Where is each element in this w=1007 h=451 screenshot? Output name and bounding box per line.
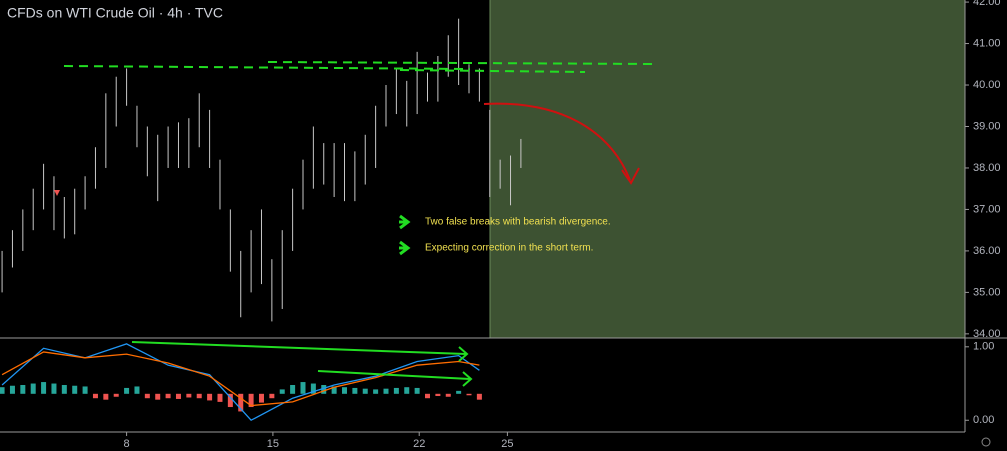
histogram-bar (196, 393, 202, 399)
chart-title: CFDs on WTI Crude Oil · 4h · TVC (7, 5, 223, 21)
histogram-bar (362, 388, 368, 394)
histogram-bar (258, 393, 264, 403)
histogram-bar (352, 387, 358, 394)
forecast-arrow (483, 102, 631, 181)
histogram-bar (30, 383, 36, 394)
histogram-bar (310, 383, 316, 394)
histogram-bar (61, 385, 67, 394)
histogram-bar (92, 393, 98, 399)
histogram-bar (227, 393, 233, 408)
histogram-bar (248, 393, 254, 408)
histogram-bar (9, 385, 15, 394)
y-tick-label: 41.00 (973, 37, 1001, 49)
histogram-bar (435, 393, 441, 397)
histogram-bar (404, 387, 410, 394)
histogram-bar (20, 385, 26, 394)
y-tick-label: 34.00 (973, 328, 1001, 340)
histogram-bar (51, 383, 57, 394)
histogram-bar (373, 389, 379, 394)
histogram-bar (476, 393, 482, 400)
histogram-bar (279, 389, 285, 394)
forecast-arrow-head (621, 167, 640, 185)
histogram-bar (124, 387, 130, 394)
histogram-bar (383, 388, 389, 394)
histogram-bar (414, 387, 420, 394)
histogram-bar (321, 385, 327, 394)
histogram-bar (144, 393, 150, 399)
x-tick-label: 22 (413, 438, 425, 450)
histogram-bar (103, 393, 109, 400)
histogram-bar (155, 393, 161, 400)
bullet-arrow (399, 214, 411, 230)
signal-marker (54, 190, 60, 196)
x-tick-label: 15 (267, 438, 279, 450)
histogram-bar (0, 387, 5, 394)
bullet-arrow (399, 240, 411, 256)
resistance-line (267, 61, 656, 65)
histogram-bar (175, 393, 181, 399)
histogram-bar (393, 387, 399, 394)
x-tick-label: 8 (124, 438, 130, 450)
shaded-zone (490, 0, 965, 338)
marks (0, 1, 969, 436)
annotation: Two false breaks with bearish divergence… (425, 217, 611, 228)
divergence-arrow (458, 346, 469, 362)
y-tick-label: 0.00 (973, 414, 994, 426)
histogram-bar (134, 386, 140, 394)
y-tick-label: 36.00 (973, 245, 1001, 257)
resistance-line (63, 65, 471, 70)
histogram-bar (331, 386, 337, 394)
histogram-bar (466, 393, 472, 396)
histogram-bar (445, 393, 451, 397)
histogram-bar (113, 393, 119, 397)
annotation: Expecting correction in the short term. (425, 243, 593, 254)
settings-icon[interactable] (981, 437, 991, 447)
y-tick-label: 38.00 (973, 162, 1001, 174)
divergence-line (131, 341, 467, 355)
resistance-line (399, 69, 586, 73)
histogram-bar (82, 386, 88, 394)
histogram-bar (72, 385, 78, 394)
y-tick-label: 35.00 (973, 286, 1001, 298)
y-tick-label: 1.00 (973, 341, 994, 353)
histogram-bar (186, 393, 192, 398)
histogram-bar (456, 390, 462, 394)
histogram-bar (300, 382, 306, 394)
histogram-bar (217, 393, 223, 402)
divergence-arrow (462, 371, 473, 387)
y-tick-label: 37.00 (973, 203, 1001, 215)
histogram-bar (341, 387, 347, 394)
divergence-line (317, 370, 471, 380)
histogram-bar (207, 393, 213, 401)
y-tick-label: 40.00 (973, 79, 1001, 91)
y-tick-label: 42.00 (973, 0, 1001, 8)
x-tick-label: 25 (501, 438, 513, 450)
histogram-bar (290, 385, 296, 394)
y-tick-label: 39.00 (973, 120, 1001, 132)
histogram-bar (41, 382, 47, 394)
histogram-bar (269, 393, 275, 399)
histogram-bar (165, 393, 171, 399)
indicator-line (1, 351, 480, 407)
histogram-bar (425, 393, 431, 399)
histogram-bar (238, 393, 244, 412)
